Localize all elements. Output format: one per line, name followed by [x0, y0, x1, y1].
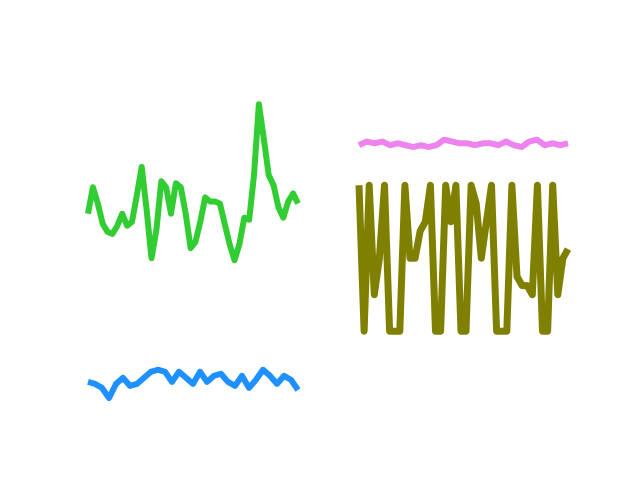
violet-series-line [357, 136, 569, 150]
right-chart-panel [355, 136, 572, 335]
blue-series-line [87, 366, 301, 402]
green-series-line [85, 101, 301, 264]
left-chart-panel [85, 101, 301, 402]
olive-series-line [355, 181, 572, 335]
